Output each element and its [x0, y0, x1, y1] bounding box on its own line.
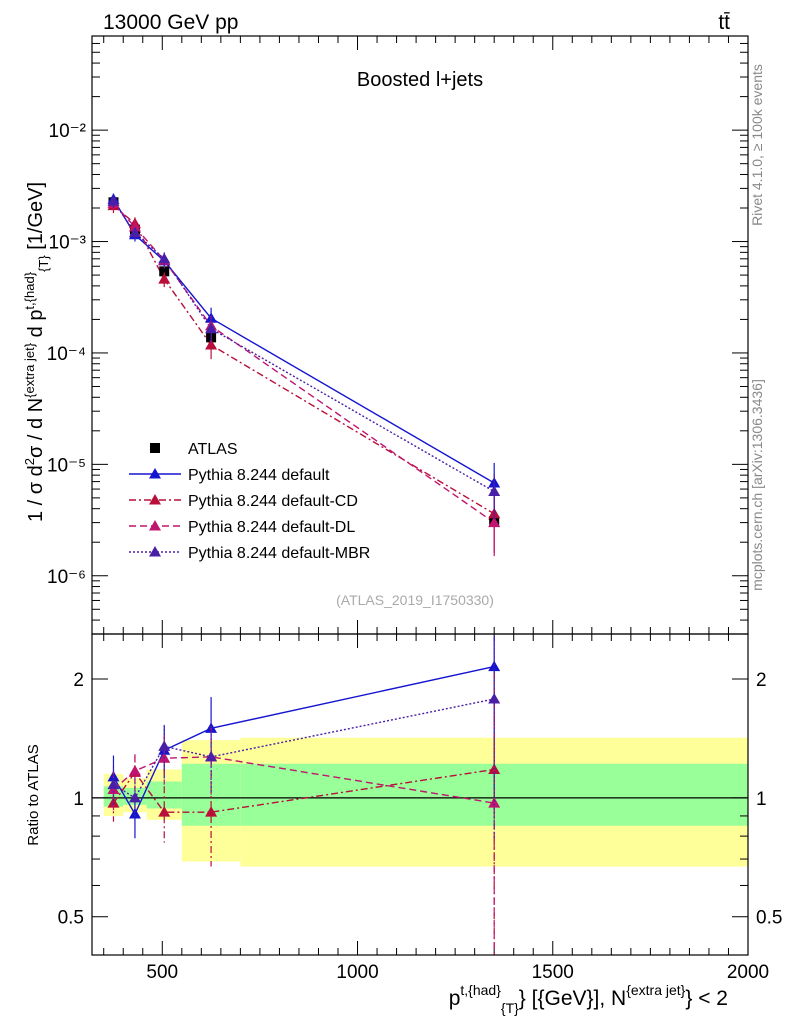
legend-pythia-8-244-default-marker — [149, 468, 161, 479]
energy-label: 13000 GeV pp — [103, 11, 238, 34]
legend-pythia-8-244-default-cd-label: Pythia 8.244 default-CD — [188, 493, 358, 510]
y-tick-label-right: 1 — [756, 789, 767, 810]
ratio-pythia-8-244-default-mbr-point — [107, 778, 120, 790]
y-tick-label: 1 — [73, 789, 84, 810]
y-tick-label: 0.5 — [58, 908, 84, 929]
ratio-pythia-8-244-default-point — [128, 808, 141, 819]
pythia-8-244-default-mbr-line — [112, 200, 495, 493]
ratio-pythia-8-244-default-cd-point — [158, 806, 171, 817]
y-tick-label-right: 0.5 — [756, 908, 782, 929]
ratio-frame — [91, 633, 749, 956]
ratio-pythia-8-244-default-cd-point — [107, 797, 120, 808]
legend-pythia-8-244-default-mbr-marker — [149, 546, 161, 557]
ratio-pythia-8-244-default-dl-point — [488, 797, 501, 808]
ratio-panel: 500 1000 1500 2000 0.5 0.5 1 1 2 2 — [58, 633, 782, 983]
ratio-pythia-8-244-default-mbr-point — [205, 750, 218, 762]
atlas-point — [159, 266, 170, 277]
legend-pythia-8-244-default-cd-marker — [149, 494, 161, 505]
pythia-8-244-default-cd-point — [205, 338, 218, 350]
y-tick-label-right: 2 — [756, 670, 767, 691]
ratio-pythia-8-244-default-mbr-point — [158, 740, 171, 751]
ratio-pythia-8-244-default-mbr-point — [128, 791, 141, 803]
legend-pythia-8-244-default-label: Pythia 8.244 default — [188, 467, 330, 484]
process-label: tt̄ — [718, 11, 730, 34]
x-tick-label: 2000 — [727, 962, 769, 983]
ratio-pythia-8-244-default-dl-point — [128, 764, 141, 776]
y-tick-label: 10⁻⁵ — [47, 455, 86, 476]
x-tick-label: 1000 — [336, 962, 378, 983]
legend-atlas-marker — [150, 443, 160, 453]
main-ylabel: 1 / σ d2σ / d N{extra jet} d pt,{had}{T}… — [22, 182, 51, 522]
ratio-pythia-8-244-default-mbr-point — [488, 692, 501, 704]
pythia-8-244-default-cd-point — [158, 273, 171, 284]
pythia-8-244-default-mbr-point — [488, 485, 501, 497]
legend: ATLAS Pythia 8.244 default Pythia 8.244 de… — [129, 441, 370, 562]
main-title: Boosted l+jets — [357, 69, 483, 91]
pythia-8-244-default-mbr-point — [128, 226, 141, 238]
legend-pythia-8-244-default-mbr-label: Pythia 8.244 default-MBR — [188, 545, 370, 562]
watermark: (ATLAS_2019_I1750330) — [336, 592, 494, 608]
ratio-pythia-8-244-default-point — [488, 660, 501, 672]
pythia-8-244-default-line — [112, 198, 495, 484]
legend-pythia-8-244-default-dl-label: Pythia 8.244 default-DL — [188, 519, 355, 536]
y-tick-label: 10⁻⁶ — [47, 567, 86, 588]
ratio-xlabel: pt,{had}{T}} [{GeV}], N{extra jet}} < 2 — [449, 982, 728, 1016]
x-tick-label: 1500 — [532, 962, 574, 983]
pythia-8-244-default-dl-point — [488, 516, 501, 528]
legend-atlas-label: ATLAS — [188, 441, 238, 458]
pythia-8-244-default-dl-point — [128, 221, 141, 232]
pythia-8-244-default-mbr-point — [158, 252, 171, 264]
x-tick-label: 500 — [146, 962, 178, 983]
ratio-pythia-8-244-default-cd-point — [205, 806, 218, 817]
ratio-ylabel: Ratio to ATLAS — [25, 744, 42, 845]
pythia-8-244-default-mbr-point — [107, 195, 120, 206]
pythia-8-244-default-mbr-point — [205, 322, 218, 334]
legend-pythia-8-244-default-dl-marker — [149, 520, 161, 531]
y-tick-label: 10⁻⁴ — [47, 344, 86, 365]
y-tick-label: 2 — [73, 670, 84, 691]
mcplots-label: mcplots.cern.ch [arXiv:1306.3436] — [749, 379, 765, 591]
y-tick-label: 10⁻² — [49, 121, 87, 142]
y-tick-label: 10⁻³ — [49, 233, 87, 254]
rivet-label: Rivet 4.1.0, ≥ 100k events — [749, 64, 765, 226]
